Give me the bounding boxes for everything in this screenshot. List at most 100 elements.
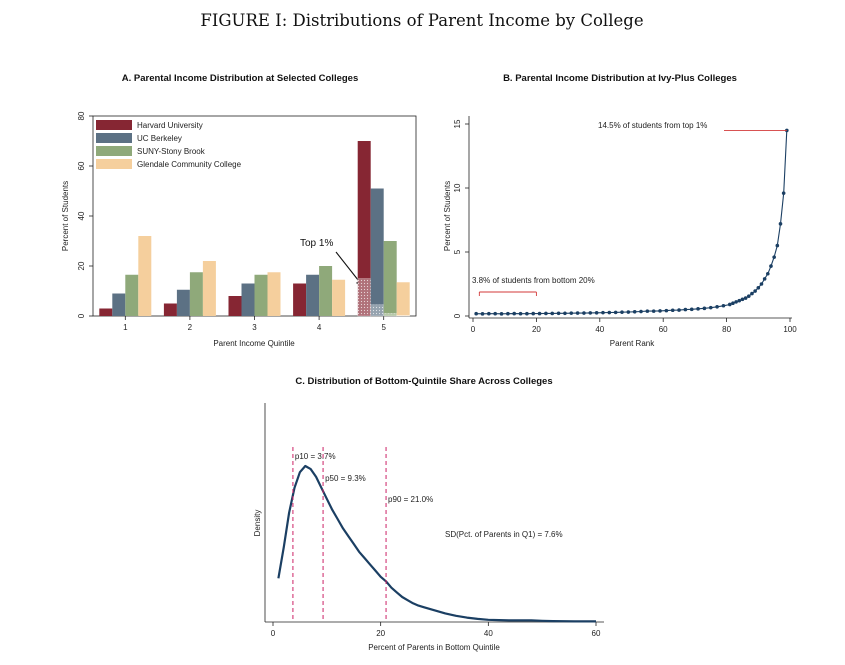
panel-a-chart: A. Parental Income Distribution at Selec…: [61, 73, 417, 348]
panel-a-legend: Harvard University UC Berkeley SUNY-Stony …: [96, 120, 242, 169]
panel-a-ytick-label: 20: [77, 261, 86, 270]
panel-a-xtick-label: 4: [317, 323, 322, 332]
bar: [241, 283, 255, 316]
panel-b-point: [778, 222, 783, 226]
panel-b-point: [550, 311, 555, 316]
panel-b-point: [781, 191, 786, 195]
bottom20-share-annotation: 3.8% of students from bottom 20%: [472, 276, 595, 285]
panel-c-ylabel: Density: [253, 510, 262, 537]
panel-b-xtick-label: 0: [471, 325, 476, 334]
panel-a-title: A. Parental Income Distribution at Selec…: [122, 73, 359, 84]
panel-b-point: [670, 308, 675, 313]
panel-b-point: [677, 308, 681, 312]
bar: [357, 141, 371, 316]
bar: [383, 241, 397, 316]
panel-b-point: [731, 301, 735, 306]
top1-bar-segment: [370, 304, 384, 317]
panel-b-point: [499, 312, 504, 316]
legend-swatch: [96, 133, 132, 143]
panel-b-point: [740, 297, 745, 302]
panel-c-xtick-label: 40: [484, 629, 493, 638]
percentile-label: p50 = 9.3%: [325, 474, 366, 483]
panel-b-point: [632, 309, 637, 314]
panel-b-point: [588, 311, 593, 315]
panel-b-point: [563, 311, 567, 316]
panel-c-xtick-label: 60: [592, 629, 601, 638]
panel-b-point: [658, 309, 662, 313]
panel-b-point: [613, 310, 618, 315]
panel-b-title: B. Parental Income Distribution at Ivy-P…: [503, 73, 737, 84]
panel-b-point: [727, 302, 732, 307]
panel-b-chart: B. Parental Income Distribution at Ivy-P…: [443, 73, 797, 348]
bar: [293, 283, 307, 316]
panel-a-xtick-label: 3: [252, 323, 257, 332]
panel-b-point: [518, 311, 523, 316]
panel-b-series-line: [476, 130, 788, 315]
panel-b-ytick-label: 0: [453, 313, 462, 318]
legend-label: Glendale Community College: [137, 160, 242, 169]
panel-a-xtick-label: 2: [188, 323, 193, 332]
panel-b-point: [480, 312, 485, 316]
panel-b-point: [601, 310, 605, 315]
panel-b-point: [715, 304, 719, 309]
panel-b-point: [544, 311, 548, 316]
panel-b-point: [775, 243, 780, 248]
top1-bar-segment: [357, 278, 371, 317]
panel-a-ytick-label: 80: [77, 111, 86, 120]
panel-b-point: [708, 305, 713, 310]
panel-b-point: [683, 307, 688, 312]
panel-b-xtick-label: 20: [532, 325, 541, 334]
bar: [112, 293, 126, 316]
bar: [125, 274, 139, 316]
panel-b-point: [531, 311, 536, 316]
panel-b-point: [626, 310, 631, 314]
top1-bar-segment: [383, 313, 397, 317]
panel-b-xtick-label: 60: [659, 325, 668, 334]
legend-label: Harvard University: [137, 121, 203, 130]
percentile-label: p90 = 21.0%: [388, 495, 433, 504]
panel-b-ytick-label: 5: [453, 249, 462, 254]
panel-b-point: [759, 282, 764, 286]
panel-a-xtick-label: 5: [381, 323, 386, 332]
panel-b-point: [506, 311, 510, 316]
panel-b-point: [753, 289, 757, 293]
percentile-label: p10 = 3.7%: [295, 452, 336, 461]
panel-c-xtick-label: 0: [271, 629, 276, 638]
panel-b-xtick-label: 40: [595, 325, 604, 334]
panel-b-point: [620, 310, 624, 314]
panel-b-point: [474, 311, 478, 316]
bar: [202, 261, 216, 316]
panel-b-point: [575, 311, 580, 315]
panel-b-point: [639, 309, 643, 314]
panel-a-ytick-label: 40: [77, 211, 86, 220]
legend-label: SUNY-Stony Brook: [137, 147, 206, 156]
legend-swatch: [96, 120, 132, 130]
panel-b-point: [645, 309, 650, 313]
bar: [138, 236, 152, 316]
panel-a-xtick-label: 1: [123, 323, 128, 332]
panel-b-xtick-label: 100: [783, 325, 797, 334]
panel-b-xtick-label: 80: [722, 325, 731, 334]
panel-b-point: [689, 307, 694, 312]
sd-annotation: SD(Pct. of Parents in Q1) = 7.6%: [445, 530, 563, 539]
panel-b-point: [493, 311, 497, 316]
panel-b-point: [746, 294, 751, 298]
panel-c-xtick-label: 20: [376, 629, 385, 638]
panel-b-point: [569, 311, 574, 315]
panel-b-point: [743, 296, 748, 300]
bar: [189, 272, 203, 316]
panel-b-ylabel: Percent of Students: [443, 181, 452, 251]
top1-bar-segment: [396, 315, 410, 317]
panel-c-title: C. Distribution of Bottom-Quintile Share…: [295, 376, 552, 387]
legend-swatch: [96, 146, 132, 156]
density-curve: [277, 464, 596, 623]
panel-b-point: [487, 311, 491, 316]
legend-label: UC Berkeley: [137, 134, 182, 143]
panel-b-ytick-label: 15: [453, 119, 462, 128]
bar: [267, 272, 281, 316]
bar: [228, 296, 242, 316]
panel-b-point: [594, 311, 599, 315]
top1-annotation: Top 1%: [300, 238, 333, 249]
bar: [319, 266, 333, 316]
